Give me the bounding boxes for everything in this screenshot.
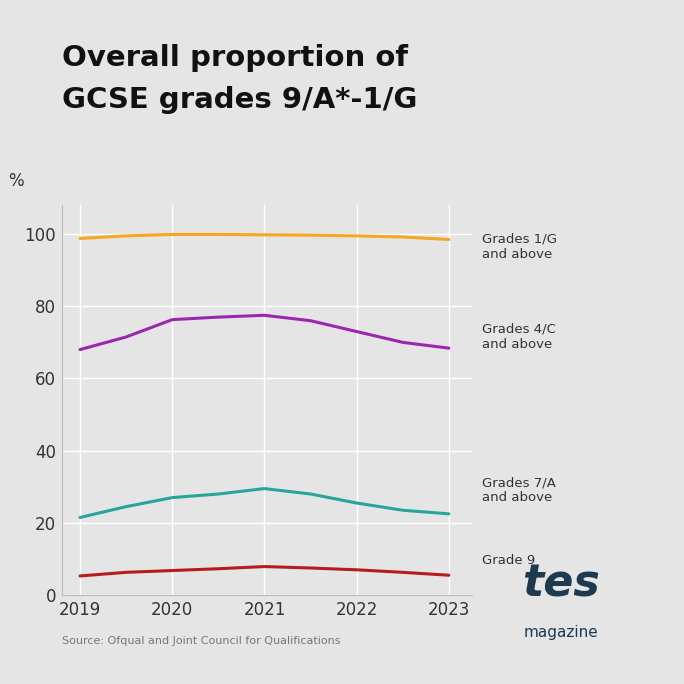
Text: Grades 1/G
and above: Grades 1/G and above [482,233,557,261]
Text: magazine: magazine [523,624,598,640]
Text: GCSE grades 9/A*-1/G: GCSE grades 9/A*-1/G [62,86,417,114]
Text: Grades 4/C
and above: Grades 4/C and above [482,323,556,351]
Text: Source: Ofqual and Joint Council for Qualifications: Source: Ofqual and Joint Council for Qua… [62,636,340,646]
Text: tes: tes [522,562,600,605]
Text: Grades 7/A
and above: Grades 7/A and above [482,476,556,504]
Text: Grade 9: Grade 9 [482,554,536,567]
Text: %: % [8,172,24,189]
Text: Overall proportion of: Overall proportion of [62,44,408,73]
